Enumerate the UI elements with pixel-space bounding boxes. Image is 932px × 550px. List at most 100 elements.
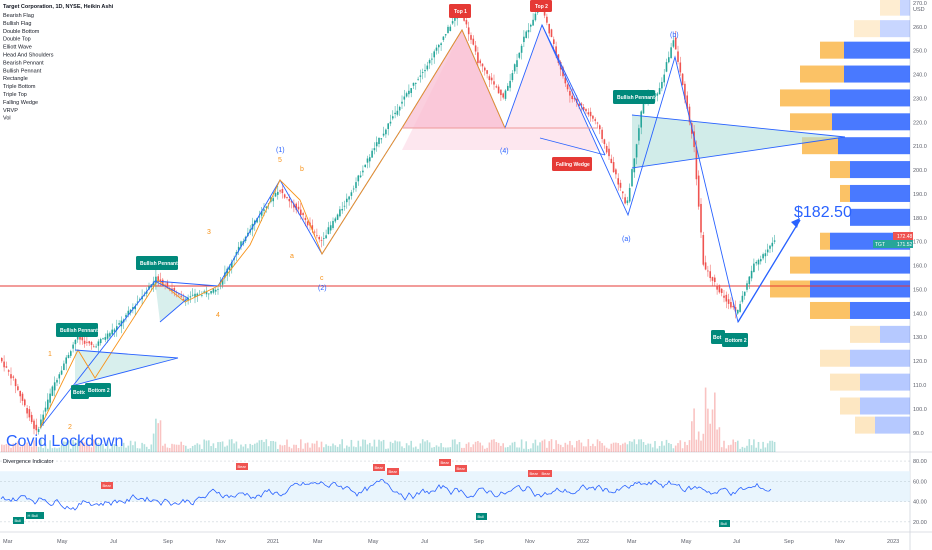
volume-bar — [720, 447, 723, 452]
volume-bar — [764, 447, 767, 452]
candle-body — [658, 88, 661, 95]
indicator-item[interactable]: Falling Wedge — [3, 100, 38, 106]
volume-bar — [490, 439, 493, 452]
candle-body — [739, 304, 741, 312]
indicator-item[interactable]: Triple Top — [3, 92, 27, 98]
candle-body — [603, 139, 606, 145]
candle-body — [139, 299, 141, 301]
indicator-item[interactable]: Head And Shoulders — [3, 53, 54, 59]
volume-bar — [417, 448, 419, 452]
volume-bar — [773, 441, 776, 452]
candle-body — [3, 361, 5, 368]
volume-bar — [628, 441, 631, 452]
volume-bar — [753, 439, 755, 452]
volume-bar — [277, 448, 279, 452]
volume-bar — [497, 442, 500, 452]
indicator-item[interactable]: Vol — [3, 116, 11, 122]
indicator-item[interactable]: Double Bottom — [3, 29, 40, 35]
wave-label-b: b — [300, 166, 304, 173]
candle-body — [359, 175, 362, 178]
candle-body — [380, 138, 383, 140]
candle-body — [17, 386, 19, 391]
volume-bar — [323, 447, 325, 452]
volume-bar — [727, 445, 730, 452]
indicator-item[interactable]: Bullish Flag — [3, 21, 31, 27]
candle-body — [228, 266, 231, 271]
candle-body — [332, 220, 334, 228]
candle-body — [408, 90, 410, 95]
candle-body — [304, 217, 307, 221]
candle-body — [76, 335, 79, 340]
indicator-item[interactable]: Double Top — [3, 37, 31, 43]
volume-bar — [481, 445, 484, 452]
volume-bar — [431, 447, 433, 452]
volume-bar — [748, 439, 751, 452]
volume-bar — [750, 445, 753, 452]
candle-body — [599, 125, 601, 130]
volume-bar — [382, 439, 385, 452]
candle-body — [640, 111, 642, 128]
candle-body — [589, 111, 592, 117]
candle-body — [493, 81, 495, 85]
volume-bar — [651, 447, 654, 452]
volume-bar — [741, 446, 744, 452]
volume-bar — [150, 444, 153, 452]
volume-bar — [157, 423, 159, 452]
candle-body — [500, 89, 502, 96]
indicator-item[interactable]: Triple Bottom — [3, 84, 36, 90]
price-tick: 90.0 — [913, 431, 924, 437]
candle-body — [394, 112, 396, 115]
candle-body — [746, 283, 748, 290]
target-price-label: $182.50 — [794, 204, 852, 221]
volume-bar — [295, 444, 297, 452]
profile-bar-down — [810, 280, 910, 298]
indicator-item[interactable]: VRVP — [3, 108, 18, 114]
indicator-item[interactable]: Bearish Pennant — [3, 60, 44, 66]
candle-body — [329, 225, 332, 231]
profile-bar-down — [850, 349, 910, 367]
candle-body — [352, 188, 355, 190]
volume-bar — [681, 448, 684, 452]
pattern-lines — [39, 23, 846, 429]
candle-body — [118, 323, 120, 325]
hidden-bull-signal: H Bull — [26, 512, 44, 519]
indicator-item[interactable]: Elliott Wave — [3, 45, 32, 51]
profile-bar-down — [860, 397, 910, 415]
volume-bar — [364, 439, 366, 452]
volume-bar — [231, 439, 233, 452]
indicator-item[interactable]: Rectangle — [3, 76, 28, 82]
profile-bar-down — [860, 373, 910, 391]
volume-bar — [318, 447, 320, 452]
volume-bar — [141, 442, 143, 452]
candle-body — [364, 164, 366, 168]
candle-body — [424, 69, 426, 72]
volume-bar — [525, 441, 527, 452]
volume-bar — [412, 447, 415, 452]
candle-body — [74, 339, 77, 345]
candle-body — [711, 277, 714, 281]
volume-bar — [70, 448, 72, 452]
wave-label-2: 2 — [68, 424, 72, 431]
svg-text:Bear: Bear — [375, 465, 384, 470]
candle-body — [346, 198, 348, 203]
volume-bar — [470, 447, 472, 452]
candle-body — [773, 240, 776, 242]
candle-body — [431, 58, 433, 60]
volume-bar — [237, 448, 240, 452]
indicator-item[interactable]: Bearish Flag — [3, 13, 34, 19]
candle-body — [231, 261, 233, 268]
indicator-item[interactable]: Bullish Pennant — [3, 68, 42, 74]
candle-body — [624, 197, 626, 204]
osc-tick: 60.00 — [913, 479, 927, 485]
candle-body — [157, 276, 159, 282]
volume-bar — [313, 443, 316, 452]
volume-bar — [472, 444, 475, 452]
candle-body — [306, 221, 309, 226]
volume-bar — [286, 439, 288, 452]
volume-bar — [93, 439, 95, 452]
price-tag-upper: 172.48 — [893, 232, 913, 240]
candle-body — [601, 129, 603, 139]
price-tick: 200.0 — [913, 168, 927, 174]
volume-bar — [60, 444, 63, 452]
price-axis: 90.0 100.0 110.0 120.0 130.0 140.0 150.0 160.0 1… — [913, 1, 927, 437]
